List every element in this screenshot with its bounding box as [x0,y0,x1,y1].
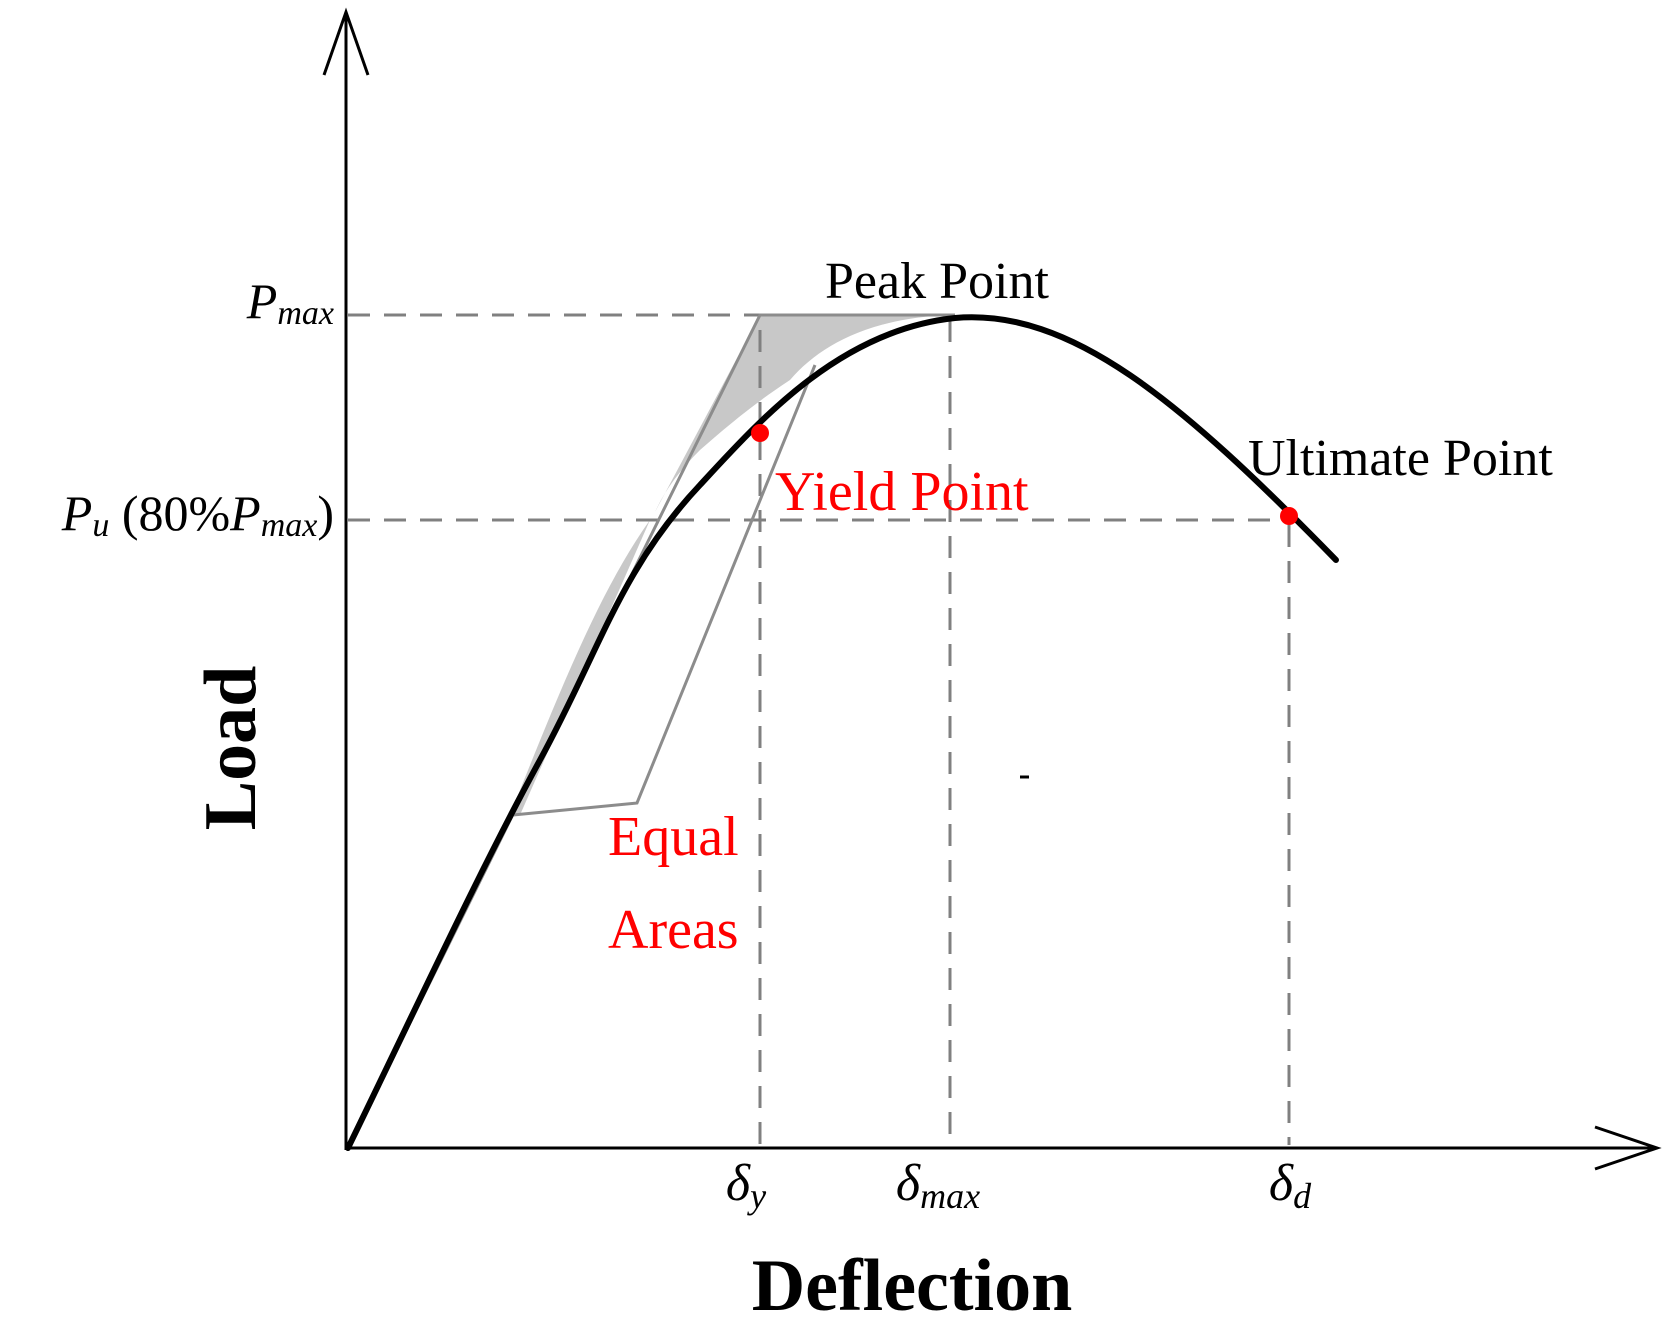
reference-lines [348,313,1291,1145]
dd-label-sub: d [1293,1176,1312,1216]
dmax-label-sub: max [920,1176,980,1216]
construction-lines [346,313,955,1149]
pmax-label: Pmax [246,273,334,332]
y-axis-title: Load [190,666,272,831]
pu-label: Pu (80%Pmax) [61,485,334,544]
x-axis-title: Deflection [752,1245,1073,1323]
pu-label-inner-sub: max [261,507,318,544]
x-axis-arrowhead [1594,1125,1662,1171]
pu-label-paren-close: ) [317,485,334,541]
pmax-label-sub: max [277,295,334,332]
equal-areas-label-line2: Areas [608,899,739,961]
dy-label-sub: y [747,1176,766,1216]
yield-point-marker [751,424,769,442]
dy-label: δy [726,1155,766,1216]
shaded-area-lower [510,520,650,815]
shaded-area-upper [655,315,950,512]
axes [322,7,1662,1171]
yield-point-label: Yield Point [775,461,1029,523]
ultimate-point-marker [1280,507,1298,525]
ultimate-point-label: Ultimate Point [1248,430,1553,487]
dd-label: δd [1269,1155,1312,1216]
equal-area-secant-line [512,364,817,817]
peak-point-label: Peak Point [825,253,1049,310]
pu-label-sub: u [92,507,109,544]
load-deflection-curve [345,314,1339,1151]
dd-label-main: δ [1269,1155,1294,1212]
pu-label-inner-main: P [229,485,261,541]
y-axis-arrowhead [322,7,370,76]
equal-areas-label-line1: Equal [608,806,739,868]
dmax-label-main: δ [896,1155,921,1212]
dmax-label: δmax [896,1155,980,1216]
dy-label-main: δ [726,1155,751,1212]
pu-label-main: P [61,485,93,541]
pu-label-paren-open: (80% [109,485,230,541]
pmax-label-main: P [246,273,278,329]
bilinear-construction-line [346,313,955,1149]
